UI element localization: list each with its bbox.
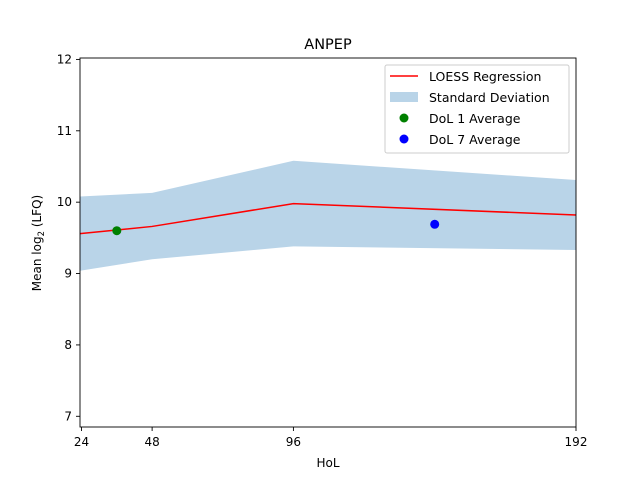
y-axis-label-subscript: 2 [37,231,47,236]
axes-frame [79,57,577,428]
legend-label-dol1: DoL 1 Average [429,111,521,126]
chart-title: ANPEP [304,37,352,53]
y-axis-label: Mean log2 (LFQ) [30,195,47,291]
y-axis-label-suffix: (LFQ) [30,195,44,231]
y-tick-label: 11 [57,124,72,138]
loess-regression-line [79,202,577,235]
legend-label-std: Standard Deviation [429,90,550,105]
legend-label-loess: LOESS Regression [429,69,541,84]
legend: LOESS Regression Standard Deviation DoL … [384,64,570,154]
std-deviation-band [80,160,576,271]
y-axis-label-prefix: Mean log [30,236,44,291]
legend-label-dol7: DoL 7 Average [429,132,521,147]
y-tick-label: 12 [57,52,72,66]
legend-swatch-dol7 [399,134,409,144]
x-tick-label: 48 [144,435,159,449]
legend-swatch-dol1 [399,113,409,123]
x-axis-label: HoL [316,456,339,470]
y-axis: 7 8 9 10 11 12 [57,52,80,423]
legend-swatch-std [390,92,418,102]
y-tick-label: 10 [57,195,72,209]
x-tick-label: 192 [565,435,588,449]
scatter-point-1 [112,226,122,236]
y-tick-label: 8 [64,338,72,352]
y-tick-label: 9 [64,267,72,281]
x-tick-label: 24 [74,435,89,449]
legend-box [384,64,570,154]
x-axis: 24 48 96 192 [74,427,588,449]
plot-area [79,160,577,271]
y-tick-label: 7 [64,409,72,423]
scatter-point-2 [430,219,440,229]
x-tick-label: 96 [286,435,301,449]
